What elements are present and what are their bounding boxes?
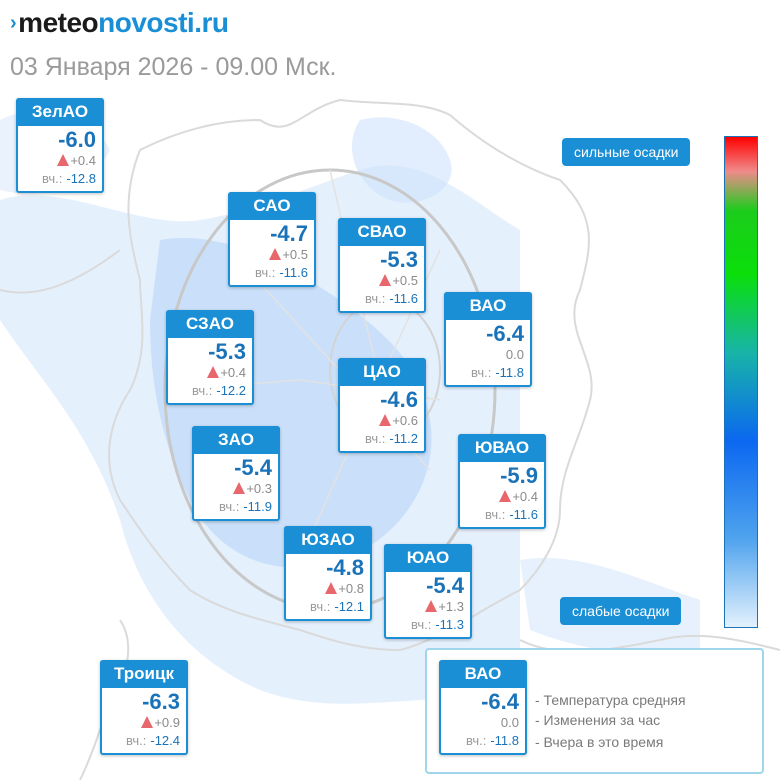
legend-line-hourly-change: - Изменения за час	[535, 712, 661, 728]
district-yesterday: -11.8	[495, 365, 524, 380]
district-name: СЗАО	[166, 310, 254, 338]
district-temperature: -6.0	[58, 127, 96, 152]
district-yesterday: -12.1	[334, 599, 364, 614]
district-name: САО	[228, 192, 316, 220]
district-temperature: -5.4	[426, 573, 464, 598]
district-name: Троицк	[100, 660, 188, 688]
district-yesterday: -11.6	[279, 265, 308, 280]
district-name: ВАО	[444, 292, 532, 320]
district-yesterday: -11.9	[243, 499, 272, 514]
district-temperature: -4.6	[380, 387, 418, 412]
district-card-sao[interactable]: САО -4.7 +0.5 вч.: -11.6	[228, 192, 316, 287]
trend-up-icon	[499, 490, 512, 502]
district-change: +1.3	[438, 599, 464, 614]
district-name: СВАО	[338, 218, 426, 246]
trend-up-icon	[379, 414, 392, 426]
district-yesterday: -11.3	[435, 617, 464, 632]
district-temperature: -5.4	[234, 455, 272, 480]
district-card-tsao[interactable]: ЦАО -4.6 +0.6 вч.: -11.2	[338, 358, 426, 453]
district-change: +0.5	[282, 247, 308, 262]
logo-mark-icon: ›	[10, 12, 17, 34]
logo-text-novosti: novosti.ru	[98, 7, 229, 38]
district-temperature: -5.3	[380, 247, 418, 272]
trend-up-icon	[269, 248, 282, 260]
district-name: ЗелАО	[16, 98, 104, 126]
trend-up-icon	[233, 482, 246, 494]
district-yesterday: -12.8	[66, 171, 96, 186]
logo-text-meteo: meteo	[18, 7, 99, 38]
legend-line-yesterday: - Вчера в это время	[535, 734, 664, 750]
forecast-datetime: 03 Января 2026 - 09.00 Мск.	[10, 53, 337, 81]
district-change: +0.8	[338, 581, 364, 596]
district-name: ЦАО	[338, 358, 426, 386]
legend-sample-change: 0.0	[500, 715, 519, 730]
district-temperature: -4.7	[270, 221, 308, 246]
district-temperature: -5.3	[208, 339, 246, 364]
district-change: +0.4	[70, 153, 96, 168]
district-change: +0.4	[512, 489, 538, 504]
district-change: +0.5	[392, 273, 418, 288]
trend-up-icon	[57, 154, 70, 166]
legend-box: ВАО -6.4 0.0 вч.: -11.8 - Температура сре…	[425, 648, 764, 774]
yesterday-label: вч.:	[310, 599, 331, 614]
yesterday-label: вч.:	[126, 733, 147, 748]
district-change: +0.9	[154, 715, 180, 730]
district-temperature: -6.3	[142, 689, 180, 714]
district-yesterday: -11.2	[389, 431, 418, 446]
district-card-zao[interactable]: ЗАО -5.4 +0.3 вч.: -11.9	[192, 426, 280, 521]
yesterday-label: вч.:	[192, 383, 213, 398]
trend-up-icon	[141, 716, 154, 728]
legend-sample-card: ВАО -6.4 0.0 вч.: -11.8	[439, 660, 527, 755]
district-card-szao[interactable]: СЗАО -5.3 +0.4 вч.: -12.2	[166, 310, 254, 405]
yesterday-label: вч.:	[42, 171, 63, 186]
trend-up-icon	[379, 274, 392, 286]
yesterday-label: вч.:	[485, 507, 506, 522]
district-change: +0.4	[220, 365, 246, 380]
yesterday-label: вч.:	[365, 431, 386, 446]
yesterday-label: вч.:	[411, 617, 432, 632]
trend-up-icon	[325, 582, 338, 594]
district-card-yuvao[interactable]: ЮВАО -5.9 +0.4 вч.: -11.6	[458, 434, 546, 529]
precipitation-scale-bar	[724, 136, 758, 628]
district-card-yuzao[interactable]: ЮЗАО -4.8 +0.8 вч.: -12.1	[284, 526, 372, 621]
legend-sample-temperature: -6.4	[481, 689, 519, 714]
trend-up-icon	[425, 600, 438, 612]
district-card-troitsk[interactable]: Троицк -6.3 +0.9 вч.: -12.4	[100, 660, 188, 755]
district-name: ЗАО	[192, 426, 280, 454]
yesterday-label: вч.:	[219, 499, 240, 514]
yesterday-label: вч.:	[471, 365, 492, 380]
district-card-yuao[interactable]: ЮАО -5.4 +1.3 вч.: -11.3	[384, 544, 472, 639]
district-yesterday: -11.6	[509, 507, 538, 522]
district-name: ЮАО	[384, 544, 472, 572]
yesterday-label: вч.:	[365, 291, 386, 306]
scale-label-strong: сильные осадки	[562, 138, 691, 166]
scale-label-weak: слабые осадки	[560, 597, 682, 625]
legend-sample-name: ВАО	[439, 660, 527, 688]
district-yesterday: -12.2	[216, 383, 246, 398]
district-yesterday: -11.6	[389, 291, 418, 306]
legend-sample-yesterday: -11.8	[490, 733, 519, 748]
legend-line-average-temp: - Температура средняя	[535, 692, 686, 708]
district-change: +0.3	[246, 481, 272, 496]
district-card-svao[interactable]: СВАО -5.3 +0.5 вч.: -11.6	[338, 218, 426, 313]
site-logo[interactable]: ›meteonovosti.ru	[10, 6, 229, 40]
district-yesterday: -12.4	[150, 733, 180, 748]
yesterday-label: вч.:	[466, 733, 487, 748]
district-card-zelao[interactable]: ЗелАО -6.0 +0.4 вч.: -12.8	[16, 98, 104, 193]
district-change: +0.6	[392, 413, 418, 428]
yesterday-label: вч.:	[255, 265, 276, 280]
district-name: ЮЗАО	[284, 526, 372, 554]
district-name: ЮВАО	[458, 434, 546, 462]
trend-up-icon	[207, 366, 220, 378]
district-change: 0.0	[505, 347, 524, 362]
district-temperature: -5.9	[500, 463, 538, 488]
district-card-vao[interactable]: ВАО -6.4 0.0 вч.: -11.8	[444, 292, 532, 387]
district-temperature: -4.8	[326, 555, 364, 580]
district-temperature: -6.4	[486, 321, 524, 346]
